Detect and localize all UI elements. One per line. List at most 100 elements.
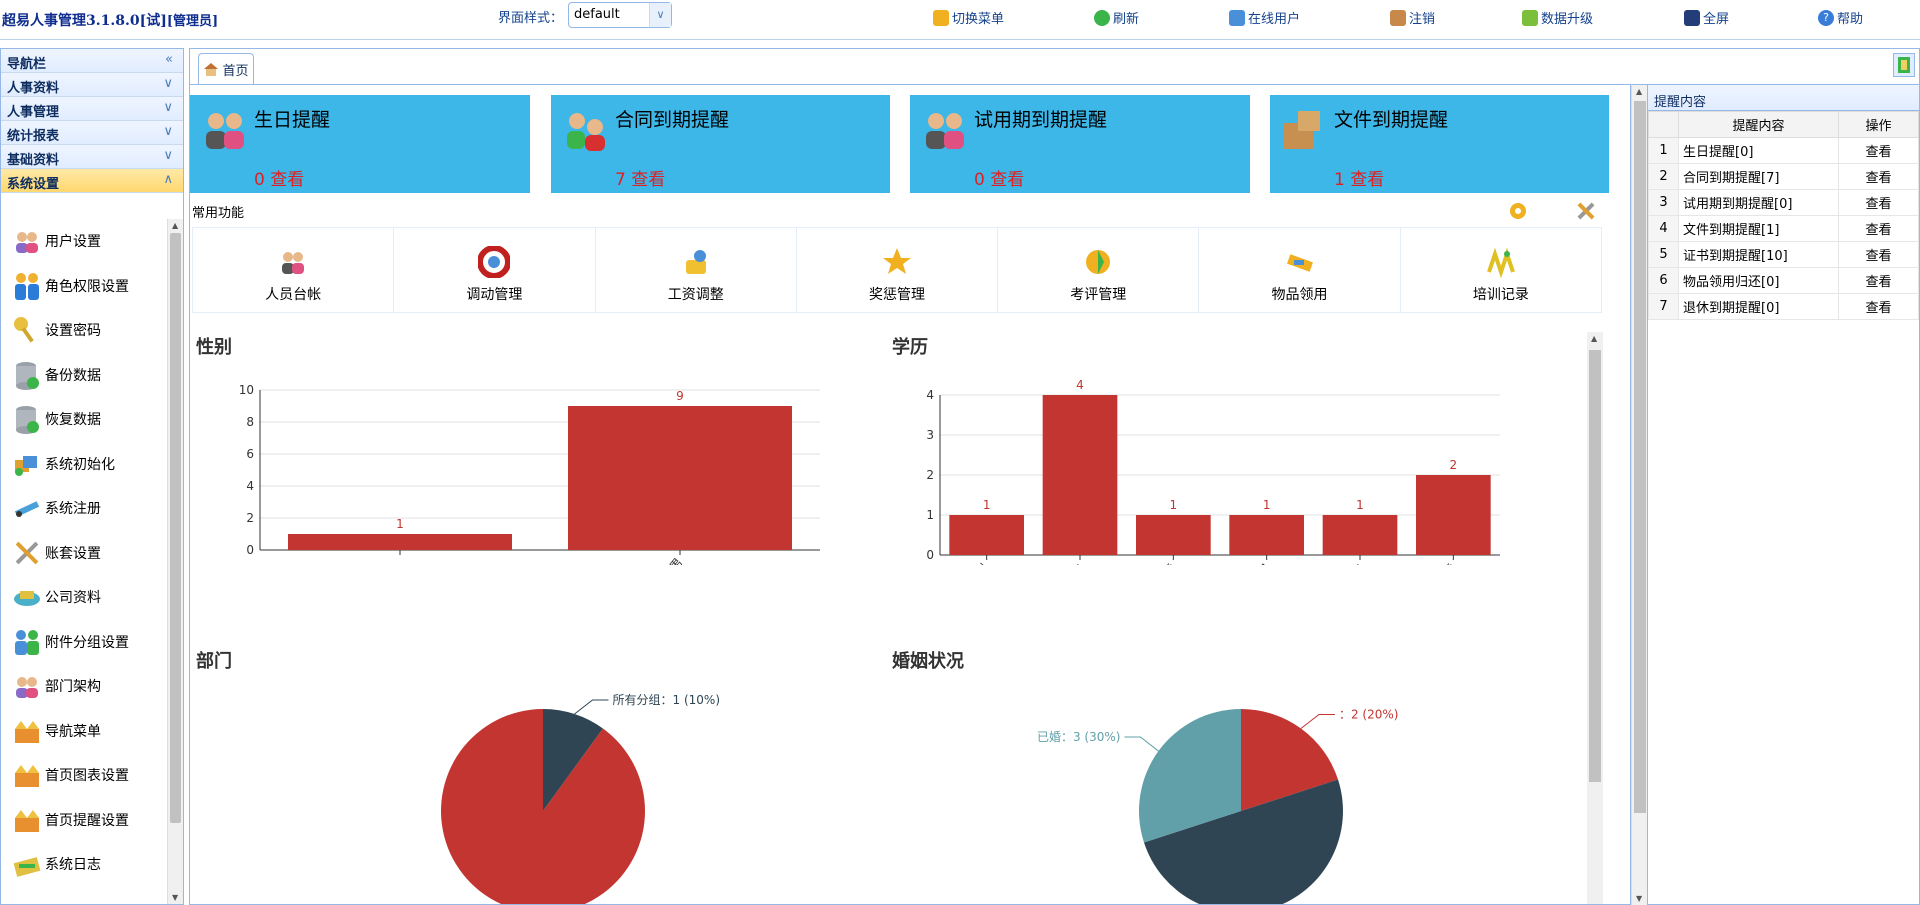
scroll-up-icon[interactable]: ▲ <box>1636 87 1643 96</box>
toolbar-data-upgrade[interactable]: 数据升级 <box>1522 8 1593 27</box>
nav-item-set-password[interactable]: 设置密码 <box>1 308 167 353</box>
row-action-view[interactable]: 查看 <box>1838 293 1919 320</box>
nav-section-reports[interactable]: 统计报表 ∨ <box>1 121 183 145</box>
toolbar-logout[interactable]: 注销 <box>1390 8 1435 27</box>
row-action-view[interactable]: 查看 <box>1838 267 1919 294</box>
scroll-down-icon[interactable]: ▼ <box>1636 894 1643 903</box>
reminder-card-document[interactable]: 文件到期提醒 1 查看 <box>1270 95 1609 193</box>
chevron-down-icon[interactable]: ∨ <box>649 3 671 27</box>
nav-section-label: 人事管理 <box>7 105 60 120</box>
nav-item-chart-settings[interactable]: 首页图表设置 <box>1 753 167 798</box>
row-action-view[interactable]: 查看 <box>1838 241 1919 268</box>
nav-item-department[interactable]: 部门架构 <box>1 664 167 709</box>
nav-item-user-settings[interactable]: 用户设置 <box>1 219 167 264</box>
toolbar-help[interactable]: ? 帮助 <box>1818 8 1863 27</box>
reminder-card-birthday[interactable]: 生日提醒 0 查看 <box>190 95 530 193</box>
nav-item-nav-menu[interactable]: 导航菜单 <box>1 709 167 754</box>
tools-icon[interactable] <box>1575 200 1597 222</box>
nav-item-backup[interactable]: 备份数据 <box>1 353 167 398</box>
style-select[interactable]: default ∨ <box>568 2 672 28</box>
y-tick-label: 2 <box>926 468 934 482</box>
nav-item-restore[interactable]: 恢复数据 <box>1 397 167 442</box>
nav-section-basic-data[interactable]: 基础资料 ∨ <box>1 145 183 169</box>
reminder-count[interactable]: 0 查看 <box>974 170 1025 190</box>
scroll-up-icon[interactable]: ▲ <box>172 221 179 230</box>
nav-item-system-init[interactable]: 系统初始化 <box>1 442 167 487</box>
reminder-card-contract[interactable]: 合同到期提醒 7 查看 <box>551 95 890 193</box>
table-row[interactable]: 1 生日提醒[0] 查看 <box>1648 137 1919 164</box>
nav-item-company-info[interactable]: 公司资料 <box>1 575 167 620</box>
reminder-count[interactable]: 0 查看 <box>254 170 305 190</box>
nav-item-label: 首页图表设置 <box>45 768 129 785</box>
func-evaluation[interactable]: 考评管理 <box>998 228 1200 312</box>
nav-section-label: 统计报表 <box>7 129 60 144</box>
func-training[interactable]: 培训记录 <box>1401 228 1601 312</box>
nav-section-system-settings[interactable]: 系统设置 ∧ <box>1 169 183 193</box>
toolbar-switch-menu[interactable]: 切换菜单 <box>933 8 1004 27</box>
pie-leader-line <box>1124 736 1159 752</box>
chevron-down-icon: ∨ <box>163 76 173 91</box>
toolbar-online-users[interactable]: 在线用户 <box>1229 8 1300 27</box>
item-requisition-icon <box>1286 254 1313 272</box>
nav-scroll-thumb[interactable] <box>170 233 181 823</box>
nav-item-attachment-group[interactable]: 附件分组设置 <box>1 620 167 665</box>
pie-slice <box>543 709 603 811</box>
charts-scrollbar[interactable]: ▲ <box>1587 332 1603 904</box>
table-row[interactable]: 2 合同到期提醒[7] 查看 <box>1648 163 1919 190</box>
table-row[interactable]: 3 试用期到期提醒[0] 查看 <box>1648 189 1919 216</box>
style-select-value: default <box>574 7 620 22</box>
table-row[interactable]: 4 文件到期提醒[1] 查看 <box>1648 215 1919 242</box>
nav-item-reminder-settings[interactable]: 首页提醒设置 <box>1 798 167 843</box>
bar <box>568 406 792 550</box>
bar <box>288 534 512 550</box>
func-staff-ledger[interactable]: 人员台帐 <box>193 228 395 312</box>
toolbar-label: 全屏 <box>1703 12 1730 27</box>
collapse-icon[interactable]: « <box>165 52 173 67</box>
func-salary-adjust[interactable]: 工资调整 <box>596 228 797 312</box>
x-tick-label: 男 <box>667 556 685 565</box>
table-row[interactable]: 5 证书到期提醒[10] 查看 <box>1648 241 1919 268</box>
pie-leader-line <box>574 699 609 715</box>
row-action-view[interactable]: 查看 <box>1838 189 1919 216</box>
func-transfer[interactable]: 调动管理 <box>394 228 596 312</box>
scroll-up-icon[interactable]: ▲ <box>1591 334 1598 343</box>
gear-icon[interactable] <box>1507 200 1529 222</box>
chart-gender: 0 2 4 6 8 10 1 9 男 <box>239 383 820 565</box>
row-action-view[interactable]: 查看 <box>1838 137 1919 164</box>
func-reward-punish[interactable]: 奖惩管理 <box>797 228 999 312</box>
row-action-view[interactable]: 查看 <box>1838 215 1919 242</box>
charts-scroll-thumb[interactable] <box>1589 350 1601 782</box>
nav-section-personnel-info[interactable]: 人事资料 ∨ <box>1 73 183 97</box>
row-action-view[interactable]: 查看 <box>1838 163 1919 190</box>
nav-section-personnel-mgmt[interactable]: 人事管理 ∨ <box>1 97 183 121</box>
main-scroll-thumb[interactable] <box>1634 101 1646 813</box>
scroll-down-icon[interactable]: ▼ <box>172 893 179 902</box>
toolbar-refresh[interactable]: 刷新 <box>1094 8 1139 27</box>
staff-ledger-icon <box>282 252 305 274</box>
data-label: 1 <box>396 517 404 531</box>
chevron-down-icon: ∨ <box>163 100 173 115</box>
nav-item-system-log[interactable]: 系统日志 <box>1 842 167 887</box>
reminder-count[interactable]: 7 查看 <box>615 170 666 190</box>
app-title: 超易人事管理3.1.8.0[试][管理员] <box>2 10 218 30</box>
nav-item-role-permission[interactable]: 角色权限设置 <box>1 264 167 309</box>
table-header-content[interactable]: 提醒内容 <box>1678 111 1839 138</box>
reminder-count[interactable]: 1 查看 <box>1334 170 1385 190</box>
tab-tool-button[interactable] <box>1893 53 1915 77</box>
nav-header[interactable]: 导航栏 « <box>1 49 183 73</box>
func-item-requisition[interactable]: 物品领用 <box>1199 228 1401 312</box>
toolbar-fullscreen[interactable]: 全屏 <box>1684 8 1729 27</box>
main-scrollbar[interactable]: ▲ ▼ <box>1631 84 1647 905</box>
tab-home[interactable]: 首页 <box>198 53 254 85</box>
table-header-action[interactable]: 操作 <box>1838 111 1919 138</box>
nav-item-label: 系统注册 <box>45 501 101 518</box>
chart-title-department: 部门 <box>196 651 232 672</box>
table-row[interactable]: 7 退休到期提醒[0] 查看 <box>1648 293 1919 320</box>
row-content: 生日提醒[0] <box>1678 137 1839 164</box>
x-tick-label: 本科 <box>966 561 992 565</box>
nav-item-register[interactable]: 系统注册 <box>1 486 167 531</box>
table-row[interactable]: 6 物品领用归还[0] 查看 <box>1648 267 1919 294</box>
nav-item-account-settings[interactable]: 账套设置 <box>1 531 167 576</box>
reminder-card-probation[interactable]: 试用期到期提醒 0 查看 <box>910 95 1250 193</box>
nav-scrollbar[interactable]: ▲ ▼ <box>167 219 183 904</box>
